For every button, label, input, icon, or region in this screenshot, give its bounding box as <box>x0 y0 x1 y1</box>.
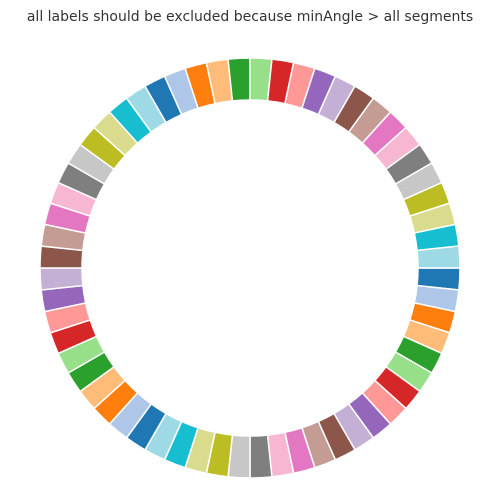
donut-segment <box>249 434 273 479</box>
donut-segment <box>39 267 84 291</box>
chart-title: all labels should be excluded because mi… <box>26 9 474 25</box>
donut-segment <box>416 245 461 269</box>
donut-segment <box>227 57 251 102</box>
